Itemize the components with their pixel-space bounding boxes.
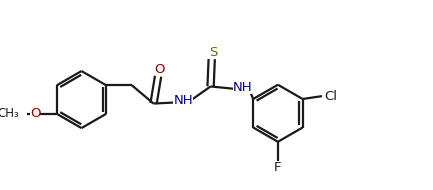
Text: O: O <box>30 107 40 120</box>
Text: F: F <box>274 161 281 174</box>
Text: S: S <box>209 46 217 59</box>
Text: CH₃: CH₃ <box>0 107 19 120</box>
Text: O: O <box>155 63 165 76</box>
Text: NH: NH <box>173 94 193 107</box>
Text: NH: NH <box>233 81 252 93</box>
Text: Cl: Cl <box>325 90 338 103</box>
